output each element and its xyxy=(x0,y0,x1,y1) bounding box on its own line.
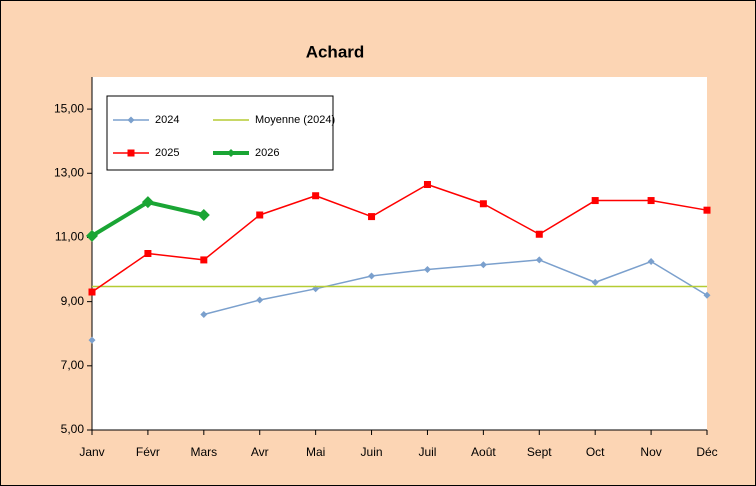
point xyxy=(479,261,487,269)
point xyxy=(200,256,208,264)
x-tick-label: Oct xyxy=(586,445,605,459)
x-tick-label: Juil xyxy=(418,445,436,459)
point xyxy=(88,288,96,296)
y-tick-label: 7,00 xyxy=(61,358,85,372)
point xyxy=(647,197,655,205)
legend xyxy=(106,95,334,171)
point xyxy=(368,272,376,280)
y-tick-label: 5,00 xyxy=(61,422,85,436)
series-line xyxy=(203,259,708,316)
y-tick-label: 11,00 xyxy=(55,230,84,244)
legend-marker xyxy=(127,149,135,157)
point xyxy=(535,230,543,238)
x-tick-label: Févr xyxy=(136,445,160,459)
x-tick-label: Nov xyxy=(640,445,661,459)
point xyxy=(479,200,487,208)
point xyxy=(591,197,599,205)
legend-label: 2024 xyxy=(155,114,179,126)
x-tick-label: Mars xyxy=(190,445,217,459)
x-tick-label: Août xyxy=(471,445,496,459)
point xyxy=(86,229,98,242)
y-tick-label: 9,00 xyxy=(61,294,85,308)
legend-marker xyxy=(227,149,235,157)
point xyxy=(368,213,376,221)
x-tick-label: Sept xyxy=(527,445,552,459)
point xyxy=(312,192,320,200)
y-tick-label: 15,00 xyxy=(54,101,84,115)
point xyxy=(256,211,264,219)
point xyxy=(256,296,264,304)
point xyxy=(141,196,154,209)
legend-label: 2025 xyxy=(155,147,179,159)
point xyxy=(200,310,208,318)
y-tick-label: 13,00 xyxy=(54,165,84,179)
point xyxy=(197,208,210,221)
point xyxy=(535,256,543,264)
series-line xyxy=(91,183,708,293)
x-tick-label: Mai xyxy=(306,445,325,459)
point xyxy=(423,181,431,189)
point xyxy=(88,336,96,344)
point xyxy=(591,278,599,286)
legend-label: 2026 xyxy=(255,147,279,159)
legend-label: Moyenne (2024) xyxy=(255,114,335,126)
point xyxy=(144,250,152,257)
point xyxy=(647,258,655,266)
x-tick-label: Juin xyxy=(361,445,383,459)
point xyxy=(703,291,711,299)
x-tick-label: Déc xyxy=(696,445,717,459)
chart-title: Achard xyxy=(306,42,365,61)
point xyxy=(423,266,431,274)
point xyxy=(703,206,711,214)
x-tick-label: Janv xyxy=(79,445,104,459)
x-tick-label: Avr xyxy=(251,445,269,459)
legend-marker xyxy=(127,116,135,124)
